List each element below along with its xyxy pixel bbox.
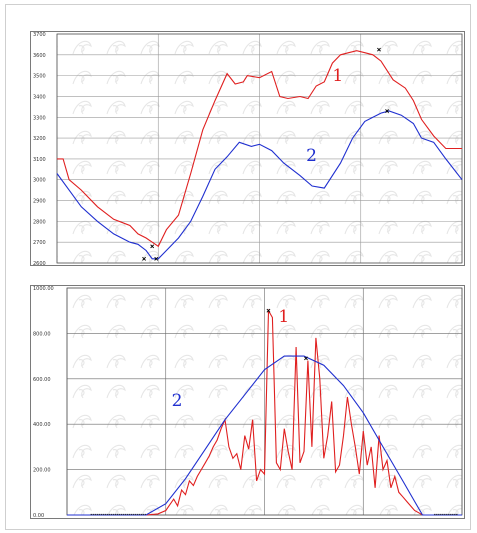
y-tick-label: 3700 <box>33 32 46 38</box>
series-label-2: 2 <box>306 146 317 166</box>
series-line-2 <box>67 355 462 516</box>
chart-bottom: 1000.00 800.00 600.00 400.00 200.00 0.00 1 2 <box>33 286 463 518</box>
extremum-marker <box>385 109 389 113</box>
y-tick-label: 3200 <box>33 136 46 142</box>
series-line-2 <box>56 110 463 260</box>
series-label-1: 1 <box>332 66 343 86</box>
chart-panel-bottom: 1000.00 800.00 600.00 400.00 200.00 0.00 1 2 <box>30 285 465 519</box>
y-tick-label: 3400 <box>33 94 46 100</box>
series-line-1 <box>67 308 462 516</box>
y-tick-label: 200.00 <box>33 468 51 474</box>
chart-panel-top: 3700 3600 3500 3400 3300 3200 3100 3000 2900 2800… <box>30 31 465 266</box>
y-tick-label: 3000 <box>33 178 46 184</box>
series-line-1 <box>57 50 462 248</box>
extremum-marker <box>377 47 381 52</box>
y-tick-label: 3500 <box>33 74 46 80</box>
extremum-marker <box>154 256 159 261</box>
series-label-2: 2 <box>172 391 183 411</box>
chart-top: 3700 3600 3500 3400 3300 3200 3100 3000 2900 2800… <box>33 32 463 265</box>
figure-frame <box>5 4 471 530</box>
y-tick-label: 400.00 <box>33 422 51 428</box>
extremum-marker <box>304 356 308 361</box>
plot-border <box>66 287 463 516</box>
y-tick-label: 3100 <box>33 157 46 163</box>
y-tick-label: 1000.00 <box>33 286 54 292</box>
y-tick-label: 600.00 <box>33 377 51 383</box>
y-tick-label: 3300 <box>33 115 46 121</box>
extremum-marker <box>142 256 146 261</box>
y-tick-label: 3600 <box>33 53 46 59</box>
series-label-1: 1 <box>278 307 289 327</box>
y-tick-label: 2700 <box>33 240 46 246</box>
y-tick-label: 800.00 <box>33 331 51 337</box>
extremum-marker <box>150 244 155 249</box>
y-tick-label: 2900 <box>33 199 46 205</box>
extremum-marker <box>266 308 271 313</box>
y-tick-label: 2600 <box>33 261 46 265</box>
y-tick-label: 2800 <box>33 219 46 225</box>
y-tick-label: 0.00 <box>33 513 44 518</box>
